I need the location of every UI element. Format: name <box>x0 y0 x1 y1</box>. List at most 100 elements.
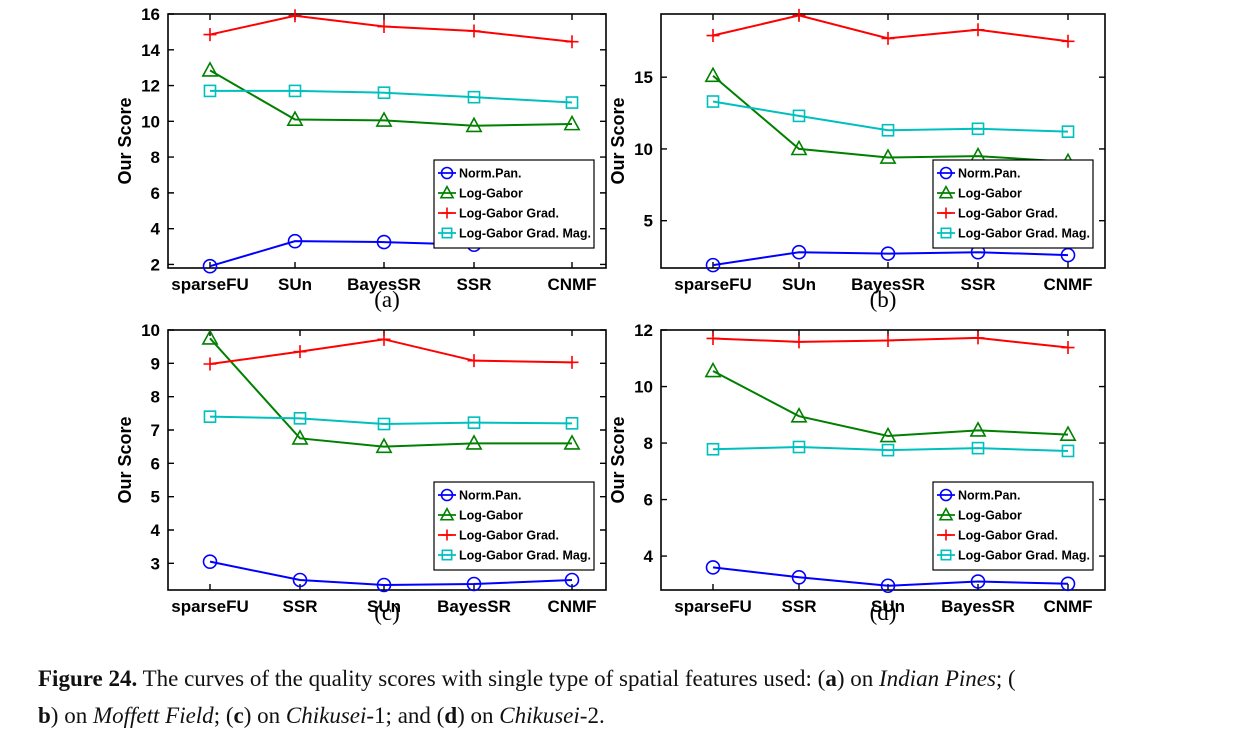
data-point <box>880 578 896 594</box>
data-point <box>377 332 391 346</box>
data-point <box>467 90 481 104</box>
legend-box <box>433 159 595 249</box>
data-point <box>565 355 579 369</box>
y-tick-label: 14 <box>141 41 160 60</box>
legend-entry-label: Log-Gabor Grad. <box>459 207 559 221</box>
legend-marker <box>939 166 953 180</box>
data-point <box>563 434 581 450</box>
data-point <box>286 110 304 126</box>
x-tick-label: SUn <box>871 597 905 616</box>
data-point <box>705 560 721 575</box>
figure-panels: 2 4 6 8 10 12 14 16 sparseFU SUn BayesSR SSR CNMF Our… <box>115 5 1106 625</box>
data-point <box>971 122 985 136</box>
data-point <box>202 554 218 569</box>
series-line <box>209 560 573 587</box>
data-point <box>1061 34 1075 48</box>
legend-marker <box>441 207 453 219</box>
data-point <box>377 86 391 100</box>
data-point <box>565 96 579 109</box>
x-tick-label: CNMF <box>547 275 596 294</box>
data-point <box>202 258 218 274</box>
data-point <box>565 417 579 430</box>
data-point <box>971 23 985 37</box>
y-tick-label: 10 <box>634 378 653 397</box>
caption-dataset-b: Moffett Field <box>92 703 214 728</box>
data-point <box>292 572 308 588</box>
series-line <box>712 251 1069 267</box>
data-point <box>377 417 391 431</box>
y-tick-label: 8 <box>151 148 160 167</box>
panel-label: (d) <box>870 600 897 625</box>
legend-entry-label: Log-Gabor <box>459 509 523 523</box>
x-tick-label: sparseFU <box>674 275 751 294</box>
y-tick-label: 4 <box>151 521 161 540</box>
legend-marker <box>939 488 953 502</box>
caption-text: -1; and ( <box>366 703 445 728</box>
y-tick-label: 8 <box>644 434 653 453</box>
data-point <box>376 577 392 593</box>
data-point <box>881 31 895 45</box>
data-point <box>706 95 720 108</box>
data-point <box>879 148 897 164</box>
legend-entry-label: Log-Gabor <box>958 509 1022 523</box>
caption-dataset-d: Chikusei <box>499 703 580 728</box>
data-point <box>201 61 219 77</box>
legend-entry-label: Log-Gabor Grad. Mag. <box>958 549 1090 563</box>
legend-marker <box>938 185 954 199</box>
chart-panel-c: 3 4 5 6 7 8 9 10 sparseFU SSR SUn BayesSR CNMF Our Sc… <box>115 321 607 625</box>
data-point <box>792 8 806 22</box>
data-point <box>791 244 807 260</box>
data-point <box>705 257 721 273</box>
data-point <box>563 114 581 131</box>
caption-ref-a: a <box>825 666 837 691</box>
x-tick-label: SSR <box>782 597 817 616</box>
chart-panel-a: 2 4 6 8 10 12 14 16 sparseFU SUn BayesSR SSR CNMF Our… <box>115 5 607 312</box>
panel-label: (a) <box>374 287 400 312</box>
x-tick-label: BayesSR <box>347 275 421 294</box>
data-point <box>1061 341 1075 355</box>
data-point <box>467 354 481 368</box>
legend-entry-label: Log-Gabor Grad. <box>958 207 1058 221</box>
caption-text: ) on <box>243 703 286 728</box>
legend-marker <box>940 227 952 239</box>
data-point <box>375 111 393 127</box>
legend-entry-label: Norm.Pan. <box>958 167 1021 181</box>
legend-marker <box>940 207 952 219</box>
legend-entry-label: Log-Gabor <box>958 187 1022 201</box>
caption-ref-c: c <box>233 703 244 728</box>
legend-marker <box>441 529 453 541</box>
data-point <box>792 109 806 123</box>
caption-text: ) on <box>50 703 93 728</box>
caption-text: -2. <box>579 703 605 728</box>
x-tick-label: sparseFU <box>171 275 248 294</box>
legend-entry-label: Log-Gabor <box>459 187 523 201</box>
caption-dataset-c: Chikusei <box>285 703 367 728</box>
series-line <box>209 337 572 448</box>
y-tick-label: 16 <box>141 5 160 24</box>
legend: Norm.Pan. Log-Gabor Log-Gabor Grad. Log-Gab… <box>433 481 595 571</box>
series-line <box>209 69 573 127</box>
y-tick-label: 6 <box>151 184 160 203</box>
series-line <box>210 89 573 104</box>
y-tick-label: 10 <box>141 321 160 340</box>
y-tick-label: 10 <box>634 140 653 159</box>
legend-marker <box>940 529 952 541</box>
legend-box <box>932 481 1094 571</box>
legend-entry-label: Norm.Pan. <box>459 167 522 181</box>
panel-label: (b) <box>870 287 897 312</box>
legend-entry-label: Log-Gabor Grad. Mag. <box>459 227 591 241</box>
caption-text: ; ( <box>995 666 1016 691</box>
data-point <box>704 66 722 83</box>
data-point <box>792 440 806 454</box>
data-point <box>1059 425 1077 441</box>
panel-label: (c) <box>374 600 400 625</box>
data-point <box>970 574 986 589</box>
data-point <box>203 410 217 423</box>
legend-marker <box>940 549 952 561</box>
legend-marker <box>440 166 454 180</box>
x-tick-label: SSR <box>457 275 492 294</box>
data-point <box>465 116 483 133</box>
y-tick-label: 10 <box>141 112 160 131</box>
x-tick-label: BayesSR <box>941 597 1015 616</box>
figure-svg: 2 4 6 8 10 12 14 16 sparseFU SUn BayesSR SSR CNMF Our… <box>115 5 1106 625</box>
